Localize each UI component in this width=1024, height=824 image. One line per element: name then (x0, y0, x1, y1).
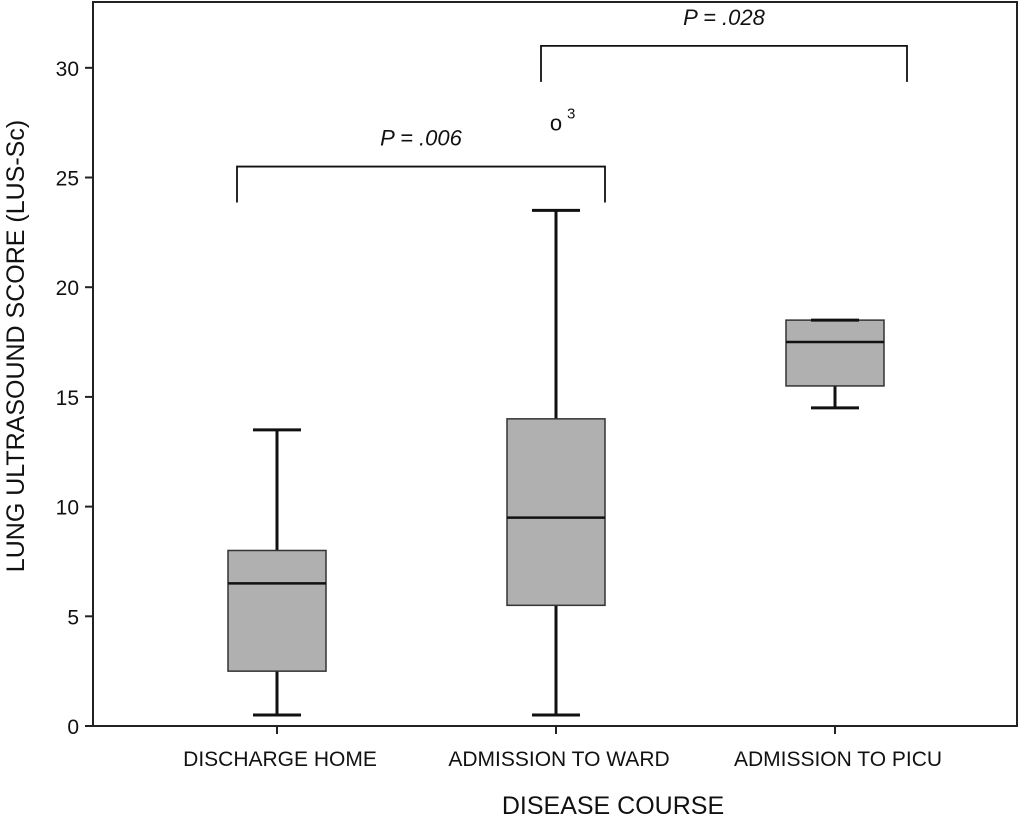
y-tick-label: 20 (56, 277, 79, 300)
outlier-label: 3 (567, 106, 575, 123)
significance-brackets: P = .006 P = .028 (236, 5, 908, 203)
y-axis-title: LUNG ULTRASOUND SCORE (LUS-Sc) (2, 120, 30, 572)
y-tick-label: 0 (67, 716, 79, 739)
x-tick-label: ADMISSION TO PICU (734, 748, 942, 771)
box-group (506, 208, 606, 717)
y-axis: 0 5 10 15 20 25 30 (56, 58, 93, 739)
iqr-box (506, 418, 606, 607)
p-value-label: P = .028 (683, 5, 766, 30)
y-tick-label: 30 (56, 58, 79, 81)
x-tick-label: DISCHARGE HOME (183, 748, 377, 771)
comparison-bracket (540, 44, 908, 82)
iqr-box (785, 319, 885, 387)
y-tick-label: 5 (67, 606, 79, 629)
outlier-point: o (550, 111, 562, 136)
comparison-bracket (236, 165, 606, 203)
x-axis-title: DISEASE COURSE (502, 792, 724, 820)
iqr-box (227, 549, 327, 672)
x-tick-label: ADMISSION TO WARD (448, 748, 669, 771)
y-tick-label: 15 (56, 387, 79, 410)
box-group (227, 428, 327, 717)
y-tick-label: 25 (56, 168, 79, 191)
y-tick-label: 10 (56, 497, 79, 520)
x-axis: DISCHARGE HOME ADMISSION TO WARD ADMISSION… (183, 726, 942, 771)
p-value-label: P = .006 (380, 126, 463, 151)
box-group (785, 318, 885, 410)
box-series (227, 208, 885, 717)
